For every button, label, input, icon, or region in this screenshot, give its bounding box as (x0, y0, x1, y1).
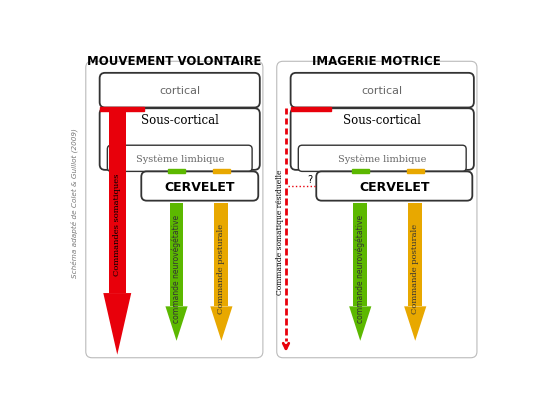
Bar (168, 170, 185, 174)
Polygon shape (214, 203, 228, 307)
Text: Système limbique: Système limbique (136, 154, 224, 164)
Text: ?: ? (308, 174, 313, 184)
Polygon shape (170, 203, 184, 307)
Polygon shape (165, 307, 187, 341)
Polygon shape (408, 203, 422, 307)
FancyBboxPatch shape (291, 74, 474, 108)
Bar (407, 170, 424, 174)
Text: CERVELET: CERVELET (165, 180, 235, 193)
Text: Sous-cortical: Sous-cortical (343, 113, 421, 126)
FancyBboxPatch shape (107, 146, 252, 172)
Text: CERVELET: CERVELET (359, 180, 429, 193)
FancyBboxPatch shape (100, 74, 260, 108)
Bar (213, 170, 230, 174)
Text: cortical: cortical (159, 86, 200, 96)
Polygon shape (109, 109, 126, 293)
Text: Commande somatique résiduelle: Commande somatique résiduelle (276, 169, 284, 294)
Polygon shape (349, 307, 372, 341)
Text: Système limbique: Système limbique (338, 154, 427, 164)
Text: Sous-cortical: Sous-cortical (141, 113, 219, 126)
Polygon shape (404, 307, 426, 341)
Text: Commande posturale: Commande posturale (218, 223, 225, 313)
FancyBboxPatch shape (141, 172, 258, 201)
FancyBboxPatch shape (86, 62, 263, 358)
Bar (100, 108, 145, 112)
Polygon shape (353, 203, 367, 307)
FancyBboxPatch shape (291, 109, 474, 171)
Text: commande neurovégétative: commande neurovégétative (172, 214, 181, 322)
Text: Commande posturale: Commande posturale (411, 223, 419, 313)
Text: Commandes somatiques: Commandes somatiques (113, 173, 122, 275)
Bar (352, 170, 369, 174)
Text: IMAGERIE MOTRICE: IMAGERIE MOTRICE (313, 54, 441, 67)
FancyBboxPatch shape (100, 109, 260, 171)
Text: cortical: cortical (362, 86, 403, 96)
Polygon shape (210, 307, 232, 341)
FancyBboxPatch shape (298, 146, 466, 172)
Bar (291, 108, 331, 112)
FancyBboxPatch shape (277, 62, 477, 358)
FancyBboxPatch shape (316, 172, 472, 201)
Text: MOUVEMENT VOLONTAIRE: MOUVEMENT VOLONTAIRE (87, 54, 261, 67)
Text: commande neurovégétative: commande neurovégétative (355, 214, 365, 322)
Text: Schéma adapté de Colet & Guillot (2009): Schéma adapté de Colet & Guillot (2009) (71, 128, 78, 277)
Polygon shape (103, 293, 131, 355)
